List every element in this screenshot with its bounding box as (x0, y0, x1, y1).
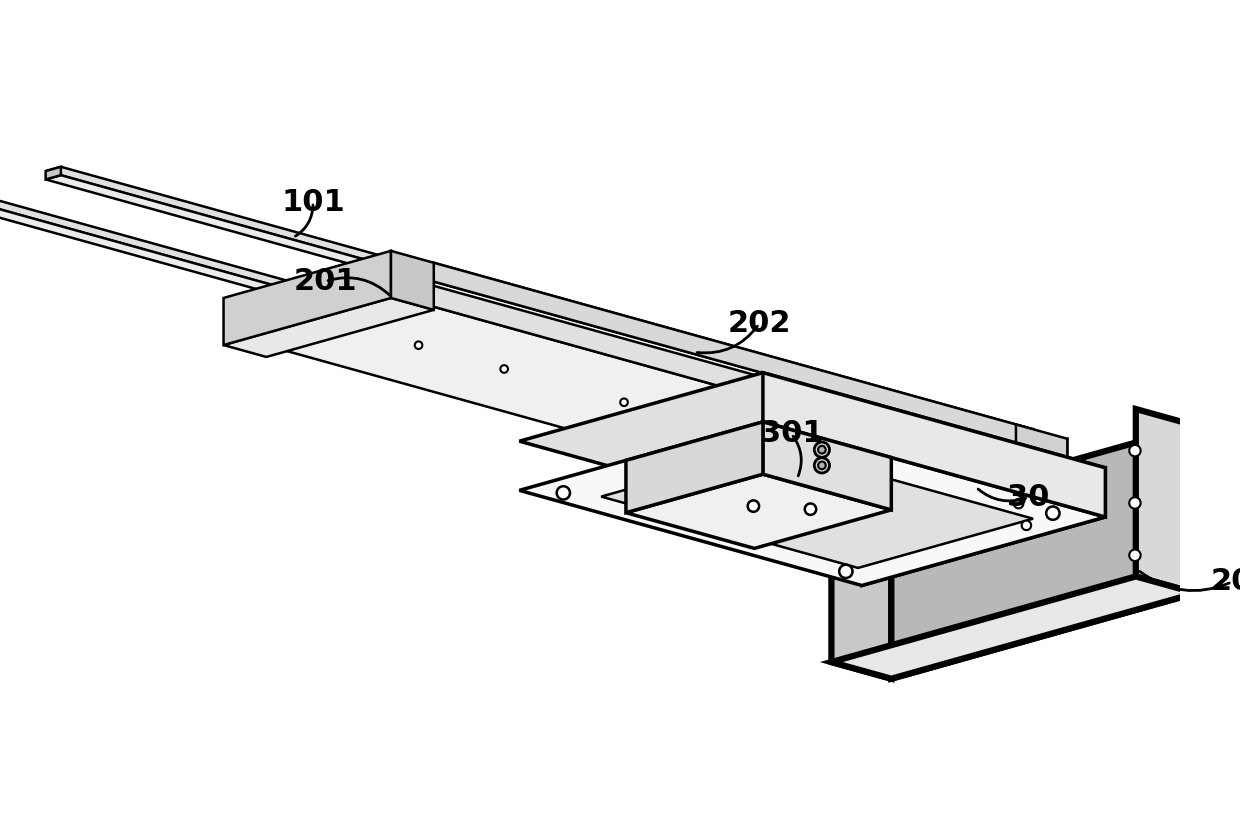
Polygon shape (848, 472, 1068, 533)
Polygon shape (394, 269, 427, 278)
Polygon shape (267, 263, 1033, 477)
Polygon shape (391, 255, 1024, 441)
Polygon shape (520, 422, 1105, 586)
Polygon shape (873, 450, 1025, 514)
Circle shape (980, 486, 988, 496)
Circle shape (797, 495, 811, 509)
Polygon shape (299, 281, 932, 467)
Circle shape (620, 399, 627, 406)
Text: 101: 101 (281, 188, 345, 216)
Polygon shape (46, 167, 386, 261)
Circle shape (1130, 550, 1141, 561)
Circle shape (859, 465, 868, 473)
Circle shape (551, 358, 560, 367)
Polygon shape (763, 422, 892, 510)
Circle shape (805, 504, 816, 515)
Polygon shape (866, 429, 1033, 495)
Polygon shape (257, 307, 289, 316)
Polygon shape (267, 282, 1033, 495)
Polygon shape (831, 577, 1195, 679)
Circle shape (671, 391, 681, 400)
Circle shape (818, 462, 826, 469)
Polygon shape (223, 298, 434, 357)
Polygon shape (601, 447, 1033, 568)
Polygon shape (223, 251, 391, 345)
Text: 202: 202 (728, 310, 791, 338)
Text: 20: 20 (1210, 568, 1240, 596)
Circle shape (839, 564, 853, 578)
Circle shape (557, 486, 570, 500)
Polygon shape (763, 373, 1105, 517)
Polygon shape (1016, 424, 1068, 486)
Circle shape (414, 342, 423, 349)
Polygon shape (434, 263, 1033, 448)
Polygon shape (0, 201, 295, 296)
Circle shape (748, 500, 759, 512)
Polygon shape (626, 474, 892, 549)
Polygon shape (1136, 409, 1195, 593)
Circle shape (1130, 445, 1141, 456)
Circle shape (980, 473, 988, 482)
Circle shape (1014, 499, 1023, 509)
Polygon shape (0, 192, 295, 287)
Circle shape (807, 429, 817, 438)
Polygon shape (626, 422, 763, 513)
Polygon shape (367, 255, 1024, 437)
Polygon shape (862, 468, 1105, 586)
Circle shape (815, 442, 830, 457)
Polygon shape (900, 439, 1068, 533)
Circle shape (818, 446, 826, 454)
Circle shape (1047, 506, 1059, 520)
Polygon shape (274, 305, 1025, 514)
Circle shape (740, 432, 748, 439)
Polygon shape (831, 495, 892, 679)
Text: 201: 201 (294, 267, 357, 296)
Circle shape (501, 365, 508, 373)
Text: 301: 301 (760, 419, 823, 449)
Circle shape (764, 428, 777, 441)
Polygon shape (46, 167, 61, 179)
Circle shape (1130, 497, 1141, 509)
Polygon shape (367, 265, 1024, 448)
Polygon shape (427, 283, 1025, 471)
Polygon shape (892, 426, 1195, 679)
Circle shape (815, 458, 830, 473)
Circle shape (1022, 521, 1032, 530)
Circle shape (448, 329, 458, 338)
Polygon shape (520, 373, 1105, 536)
Polygon shape (275, 281, 932, 464)
Polygon shape (46, 175, 386, 269)
Text: 30: 30 (1007, 482, 1049, 512)
Polygon shape (391, 251, 434, 310)
Polygon shape (275, 291, 932, 474)
